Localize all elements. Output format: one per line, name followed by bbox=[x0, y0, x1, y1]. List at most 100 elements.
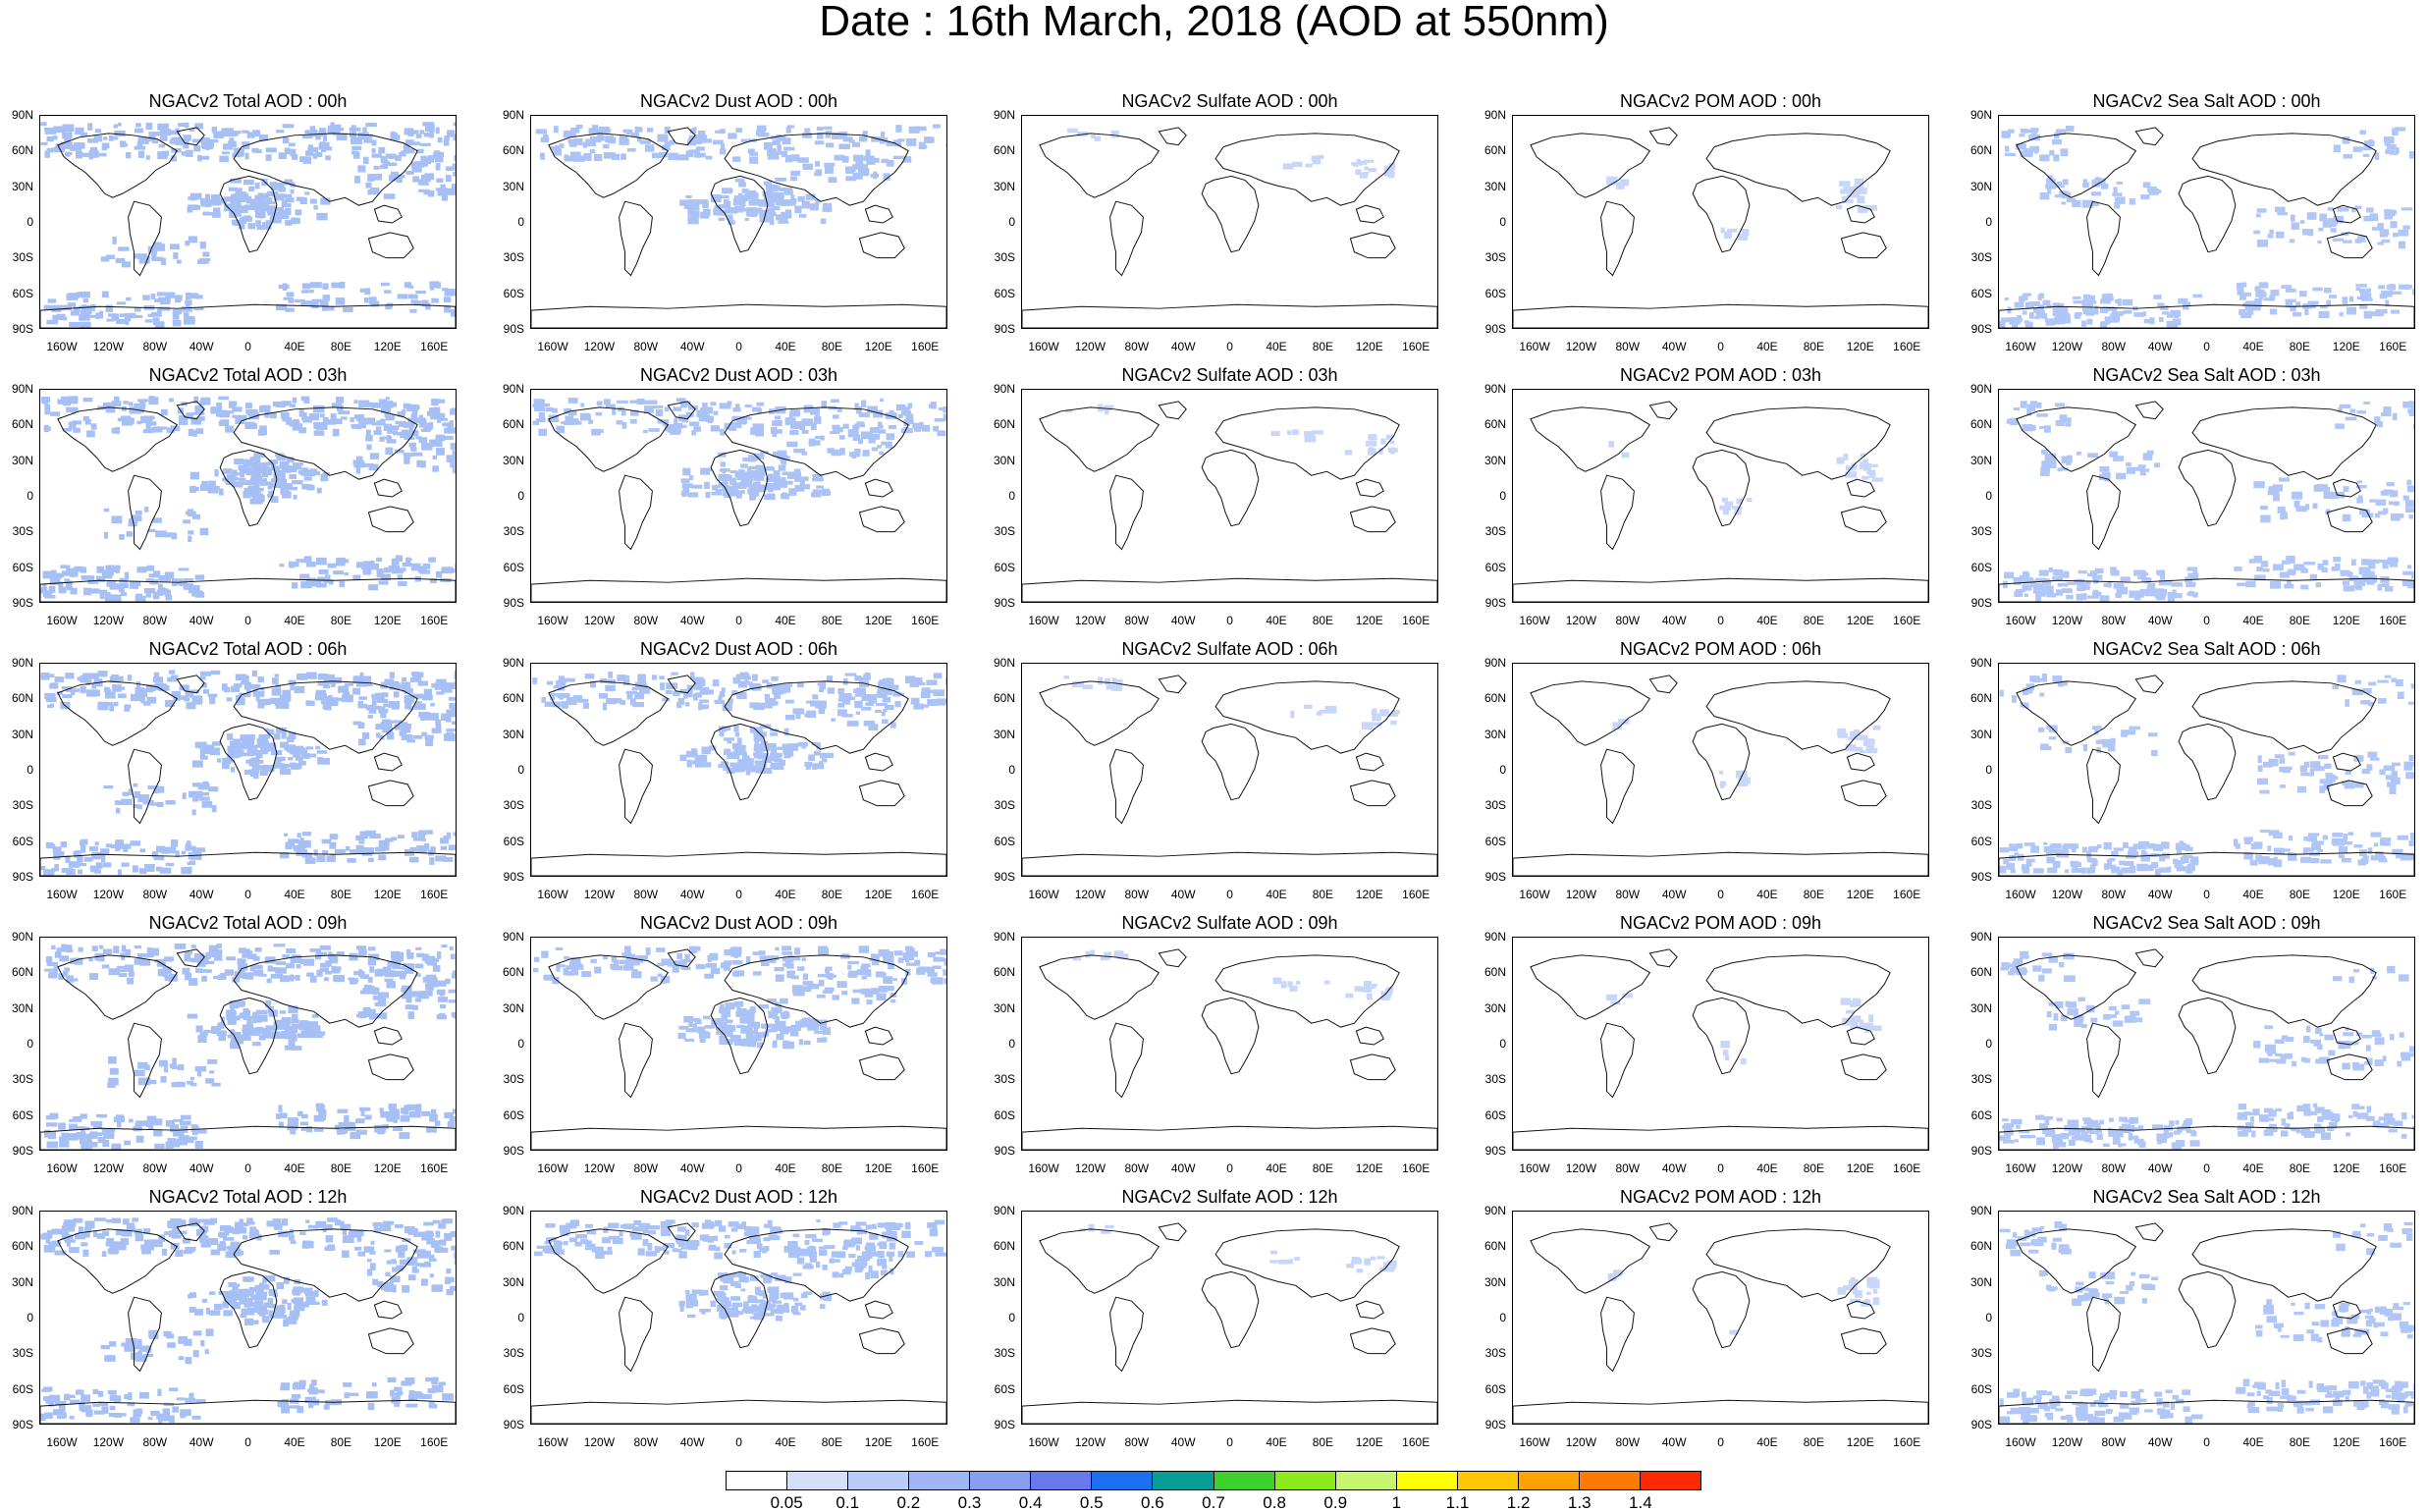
aod-cell bbox=[786, 441, 798, 448]
aod-cell bbox=[160, 1076, 167, 1083]
aod-cell bbox=[455, 563, 456, 569]
aod-cell bbox=[849, 696, 856, 701]
aod-cell bbox=[875, 703, 888, 707]
aod-cell bbox=[556, 425, 566, 434]
aod-cell bbox=[401, 681, 411, 689]
aod-cell bbox=[230, 200, 242, 207]
aod-cell bbox=[872, 959, 880, 966]
aod-cell bbox=[1383, 165, 1395, 172]
aod-cell bbox=[69, 396, 79, 402]
aod-cell bbox=[263, 1028, 271, 1035]
aod-cell bbox=[2043, 841, 2048, 845]
aod-cell bbox=[137, 689, 147, 697]
aod-cell bbox=[2055, 129, 2067, 135]
aod-cell bbox=[2107, 293, 2113, 297]
aod-cell bbox=[254, 947, 262, 952]
aod-cell bbox=[1863, 462, 1872, 471]
aod-cell bbox=[2245, 300, 2256, 304]
aod-cell bbox=[682, 467, 691, 476]
aod-cell bbox=[2072, 296, 2081, 299]
aod-cell bbox=[367, 189, 377, 195]
lon-tick-label: 160E bbox=[420, 614, 449, 627]
coastline bbox=[1999, 303, 2414, 328]
aod-cell bbox=[95, 1132, 103, 1137]
aod-cell bbox=[404, 457, 410, 464]
aod-cell bbox=[937, 698, 945, 706]
coastline bbox=[1349, 506, 1396, 533]
aod-cell bbox=[2377, 583, 2383, 591]
aod-cell bbox=[903, 156, 912, 163]
aod-cell bbox=[734, 970, 745, 977]
aod-cell bbox=[257, 1014, 268, 1022]
aod-cell bbox=[2379, 294, 2388, 299]
world-map bbox=[1512, 389, 1929, 603]
aod-cell bbox=[430, 1108, 437, 1116]
aod-cell bbox=[2185, 581, 2196, 588]
aod-cell bbox=[2353, 755, 2364, 762]
aod-cell bbox=[2013, 406, 2021, 411]
aod-cell bbox=[538, 411, 546, 420]
aod-cell bbox=[73, 427, 81, 433]
aod-cell bbox=[286, 747, 293, 752]
aod-cell bbox=[186, 840, 191, 846]
aod-cell bbox=[728, 216, 733, 225]
aod-cell bbox=[2136, 863, 2148, 872]
aod-cell bbox=[2062, 179, 2069, 186]
lon-tick-label: 120E bbox=[864, 888, 892, 901]
aod-cell bbox=[2312, 287, 2323, 292]
aod-cell bbox=[316, 855, 326, 863]
aod-cell bbox=[273, 469, 285, 478]
aod-cell bbox=[684, 702, 690, 707]
aod-cell bbox=[284, 179, 294, 186]
map-panel: NGACv2 Sulfate AOD : 06h 90N 60N 30N 0 30S 60S… bbox=[982, 639, 1473, 912]
lon-tick-label: 40E bbox=[284, 340, 305, 353]
aod-cell bbox=[365, 123, 377, 128]
aod-cell bbox=[2161, 311, 2170, 315]
aod-cell bbox=[245, 976, 254, 980]
aod-cell bbox=[165, 292, 176, 298]
aod-cell bbox=[74, 142, 85, 149]
aod-cell bbox=[338, 685, 350, 693]
aod-cell bbox=[2035, 595, 2041, 602]
aod-cell bbox=[363, 984, 372, 992]
aod-cell bbox=[333, 974, 345, 983]
aod-cell bbox=[824, 163, 835, 168]
aod-cell bbox=[909, 682, 920, 687]
aod-cell bbox=[2158, 579, 2166, 586]
aod-cell bbox=[2053, 569, 2064, 576]
aod-cell bbox=[380, 406, 392, 413]
aod-cell bbox=[2273, 564, 2284, 571]
aod-cell bbox=[288, 679, 297, 685]
aod-cell bbox=[665, 689, 673, 694]
lat-tick-label: 90S bbox=[1970, 870, 1992, 884]
aod-cell bbox=[115, 569, 121, 573]
aod-cell bbox=[1378, 450, 1383, 455]
aod-cell bbox=[661, 975, 671, 984]
aod-cell bbox=[2058, 312, 2070, 317]
aod-cell bbox=[327, 563, 337, 568]
aod-cell bbox=[564, 407, 572, 414]
aod-cell bbox=[2393, 232, 2399, 238]
aod-cell bbox=[218, 488, 224, 496]
aod-cell bbox=[713, 208, 722, 216]
aod-cell bbox=[357, 1011, 367, 1016]
aod-cell bbox=[877, 421, 883, 427]
aod-cell bbox=[232, 754, 238, 759]
aod-cell bbox=[230, 1005, 235, 1013]
aod-cell bbox=[724, 422, 729, 430]
aod-cell bbox=[881, 132, 886, 137]
lon-tick-label: 80E bbox=[1803, 614, 1825, 627]
lat-tick-label: 30S bbox=[12, 250, 33, 265]
aod-cell bbox=[789, 1029, 799, 1037]
aod-cell bbox=[2049, 149, 2055, 156]
aod-cell bbox=[58, 584, 63, 592]
aod-cell bbox=[2041, 674, 2047, 678]
aod-cell bbox=[759, 212, 768, 219]
aod-cell bbox=[678, 1025, 689, 1030]
aod-cell bbox=[753, 481, 758, 488]
aod-cell bbox=[403, 143, 410, 152]
aod-cell bbox=[437, 151, 445, 158]
aod-cell bbox=[103, 531, 108, 539]
aod-cell bbox=[74, 957, 83, 965]
aod-cell bbox=[865, 702, 874, 707]
